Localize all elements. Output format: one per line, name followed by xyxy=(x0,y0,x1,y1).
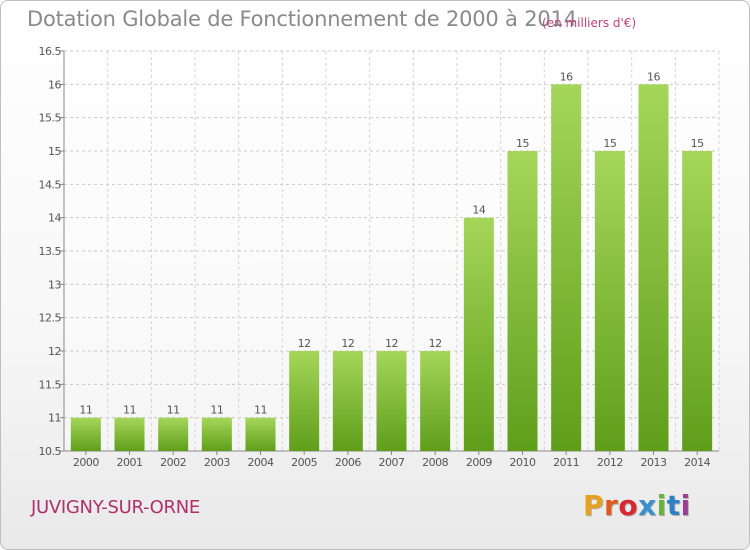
x-tick-label: 2001 xyxy=(117,456,143,469)
bar xyxy=(420,351,451,451)
bar xyxy=(332,351,363,451)
data-label: 11 xyxy=(254,404,267,417)
y-tick-label: 12 xyxy=(48,345,61,358)
proxiti-logo[interactable]: Proxiti xyxy=(583,489,691,522)
data-label: 15 xyxy=(691,137,704,150)
data-label: 11 xyxy=(167,404,180,417)
chart-subtitle: (en milliers d'€) xyxy=(542,16,637,30)
data-label: 16 xyxy=(560,70,573,83)
x-tick-label: 2003 xyxy=(204,456,230,469)
logo-letter: i xyxy=(680,489,691,522)
logo-letter: r xyxy=(604,489,619,522)
bar xyxy=(638,84,669,451)
bar xyxy=(507,151,538,451)
x-tick-label: 2009 xyxy=(466,456,492,469)
data-label: 12 xyxy=(341,337,354,350)
bar xyxy=(158,417,189,451)
x-tick-label: 2006 xyxy=(335,456,361,469)
x-tick-label: 2002 xyxy=(160,456,186,469)
x-tick-label: 2000 xyxy=(73,456,99,469)
bar xyxy=(114,417,145,451)
y-tick-label: 13 xyxy=(48,278,61,291)
bars xyxy=(70,84,713,451)
logo-letter: i xyxy=(656,489,667,522)
x-tick-label: 2004 xyxy=(248,456,274,469)
bar xyxy=(682,151,713,451)
x-tick-label: 2014 xyxy=(684,456,710,469)
chart-title: Dotation Globale de Fonctionnement de 20… xyxy=(27,7,577,31)
y-tick-label: 11 xyxy=(48,412,61,425)
logo-letter: x xyxy=(638,489,657,522)
data-label: 12 xyxy=(429,337,442,350)
bar xyxy=(594,151,625,451)
bar xyxy=(289,351,320,451)
y-tick-label: 15 xyxy=(48,145,61,158)
data-label: 11 xyxy=(123,404,136,417)
data-label: 11 xyxy=(79,404,92,417)
x-tick-label: 2011 xyxy=(553,456,579,469)
data-label: 15 xyxy=(603,137,616,150)
axes: 10.5 11 11.5 12 12.5 13 13.5 14 14.5 15 15.5 16 16.5… xyxy=(39,45,719,469)
data-label: 15 xyxy=(516,137,529,150)
data-label: 14 xyxy=(472,204,485,217)
bar xyxy=(463,217,494,451)
data-label: 12 xyxy=(298,337,311,350)
data-label: 12 xyxy=(385,337,398,350)
y-tick-label: 10.5 xyxy=(39,445,62,458)
data-label: 16 xyxy=(647,70,660,83)
x-tick-label: 2007 xyxy=(379,456,405,469)
commune-name: JUVIGNY-SUR-ORNE xyxy=(31,497,200,518)
y-tick-label: 16 xyxy=(48,78,61,91)
logo-letter: P xyxy=(583,489,605,522)
bar xyxy=(376,351,407,451)
logo-letter: t xyxy=(666,489,681,522)
y-tick-label: 14.5 xyxy=(39,178,62,191)
x-tick-label: 2008 xyxy=(422,456,448,469)
logo-letter: o xyxy=(618,489,639,522)
data-labels: 11 11 11 11 11 12 12 12 12 14 15 16 15 16 15 xyxy=(79,70,704,416)
x-tick-label: 2005 xyxy=(291,456,317,469)
x-tick-label: 2012 xyxy=(597,456,623,469)
bar xyxy=(201,417,232,451)
x-tick-label: 2013 xyxy=(641,456,667,469)
x-tick-label: 2010 xyxy=(510,456,536,469)
y-tick-label: 14 xyxy=(48,212,61,225)
y-tick-label: 15.5 xyxy=(39,112,62,125)
bar xyxy=(245,417,276,451)
y-tick-label: 11.5 xyxy=(39,378,62,391)
data-label: 11 xyxy=(210,404,223,417)
y-tick-label: 13.5 xyxy=(39,245,62,258)
y-tick-label: 12.5 xyxy=(39,312,62,325)
y-tick-label: 16.5 xyxy=(39,45,62,58)
bar xyxy=(70,417,101,451)
bar xyxy=(551,84,582,451)
